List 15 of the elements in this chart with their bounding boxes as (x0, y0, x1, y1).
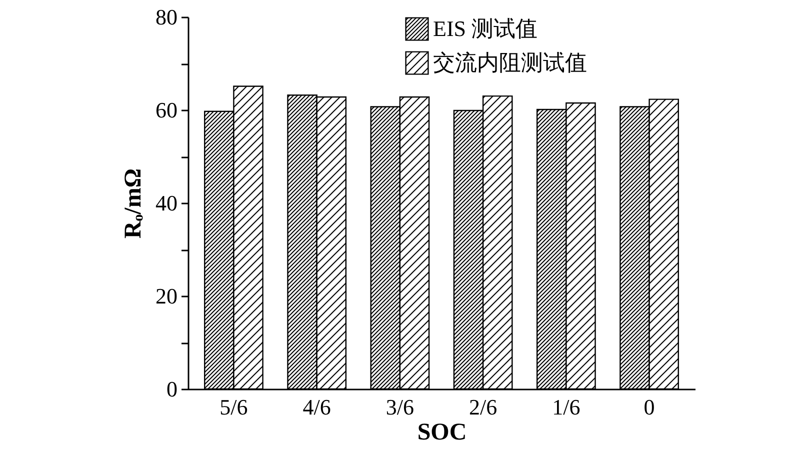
x-tick-label: 0 (644, 394, 655, 420)
y-tick-label: 60 (156, 98, 178, 122)
legend-label: EIS 测试值 (433, 16, 538, 41)
x-axis-title: SOC (417, 420, 467, 446)
y-tick-label: 80 (156, 4, 178, 30)
y-tick-label: 0 (166, 376, 178, 402)
x-tick-label: 5/6 (220, 394, 248, 420)
x-tick-label: 4/6 (302, 394, 331, 420)
y-tick-label: 40 (156, 190, 178, 216)
legend-label: 交流内阻测试值 (433, 50, 587, 75)
x-tick-label: 1/6 (552, 394, 580, 420)
y-tick-label: 20 (156, 284, 178, 308)
y-axis-title: Rₒ/mΩ (120, 168, 146, 239)
x-tick-label: 2/6 (468, 394, 498, 420)
x-tick-label: 3/6 (386, 394, 414, 420)
